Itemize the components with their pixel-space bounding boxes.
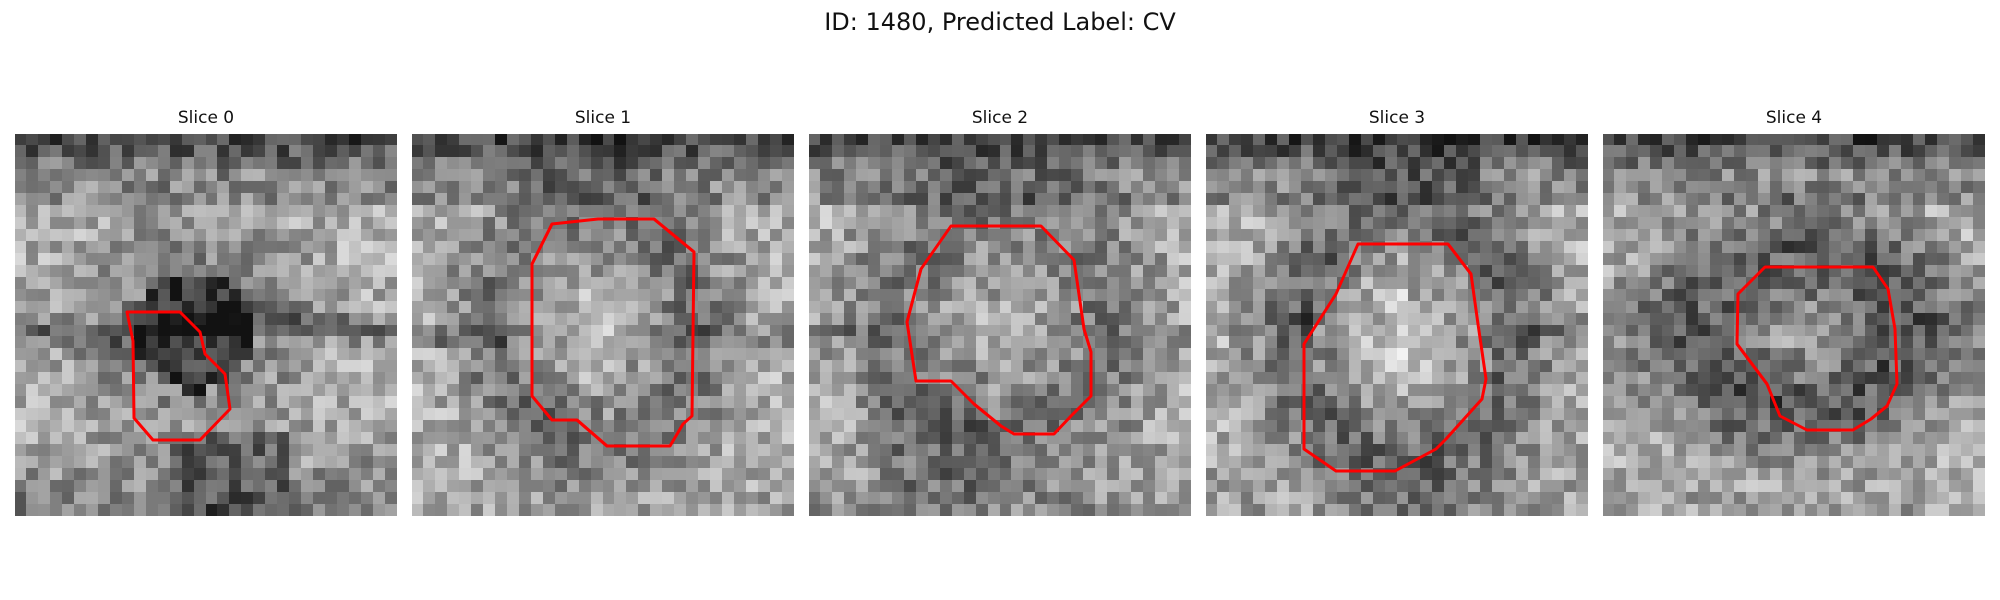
- slice-panel-0: Slice 0: [15, 107, 397, 525]
- slice-image-4: [1603, 134, 1985, 516]
- slice-image-1: [412, 134, 794, 516]
- figure-title: ID: 1480, Predicted Label: CV: [824, 8, 1176, 36]
- slice-image-2: [809, 134, 1191, 516]
- slice-title-0: Slice 0: [177, 108, 235, 128]
- slice-panel-4: Slice 4: [1603, 107, 1985, 525]
- slice-image-3: [1206, 134, 1588, 516]
- slice-panel-2: Slice 2: [809, 107, 1191, 525]
- slice-image-0: [15, 134, 397, 516]
- slice-title-4: Slice 4: [1765, 108, 1823, 128]
- slice-title-2: Slice 2: [971, 108, 1029, 128]
- slice-panel-3: Slice 3: [1206, 107, 1588, 525]
- slice-title-3: Slice 3: [1368, 108, 1426, 128]
- slice-panel-1: Slice 1: [412, 107, 794, 525]
- slice-title-1: Slice 1: [574, 108, 632, 128]
